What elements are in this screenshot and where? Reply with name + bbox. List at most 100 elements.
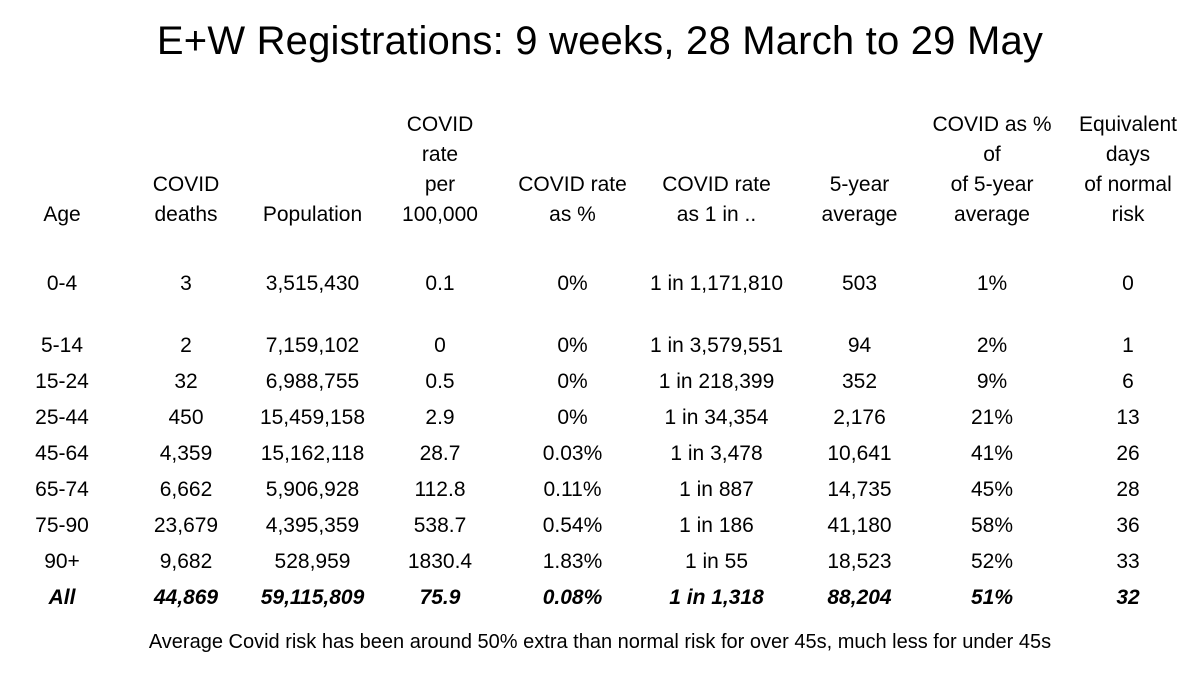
table-cell: 25-44 [35,406,89,429]
table-cell: 58% [970,514,1014,537]
table-cell: 28 [1116,478,1140,501]
table-cell: 88,204 [827,586,892,609]
table-cell: 0.11% [543,478,602,501]
table-cell: 538.7 [413,514,467,537]
table-cell: 6,662 [159,478,213,501]
table-cell: 1 in 1,318 [669,586,764,609]
table-cell: 9,682 [159,550,213,573]
table-cell: 45% [970,478,1014,501]
table-cell: 9% [976,370,1008,393]
table-cell: 1830.4 [407,550,473,573]
table-cell: 65-74 [35,478,89,501]
table-row: 90+ 9,682 528,959 1830.4 1.83% 1 in 55 18,523 5… [0,544,1200,580]
table-cell: 1 in 3,579,551 [649,334,784,357]
table-cell: 7,159,102 [265,334,360,357]
table-cell: 0.08% [542,586,603,609]
table-row: 25-44 450 15,459,158 2.9 0% 1 in 34,354 2,176 2… [0,400,1200,436]
table-cell: 0.1 [425,272,455,295]
table-cell: 0% [557,272,588,295]
table-cell: 0 [434,334,446,357]
spacer-row [0,302,1200,328]
table-row: 0-4 3 3,515,430 0.1 0% 1 in 1,171,810 503 1% 0 [0,266,1200,302]
table-cell: 1 in 34,354 [664,406,769,429]
table-cell: 5-14 [40,334,84,357]
table-cell: 15,162,118 [260,442,365,465]
table-cell: 41,180 [827,514,892,537]
column-header: COVID rate as 1 in .. [662,173,771,226]
table-cell: 52% [970,550,1014,573]
table-cell: 75.9 [419,586,461,609]
table-cell: 41% [970,442,1014,465]
table-cell: 15-24 [35,370,89,393]
table-cell: 1% [976,272,1008,295]
page-title: E+W Registrations: 9 weeks, 28 March to … [156,19,1044,63]
table-row: 15-24 32 6,988,755 0.5 0% 1 in 218,399 352 9% 6 [0,364,1200,400]
table-cell: 503 [841,272,878,295]
column-header: Population [262,203,363,226]
table-row: 45-64 4,359 15,162,118 28.7 0.03% 1 in 3,478 1… [0,436,1200,472]
table-cell: 0% [557,406,588,429]
table-cell: 32 [1116,586,1140,609]
column-header: 5-year average [821,173,898,226]
table-cell: 352 [841,370,878,393]
table-row: 65-74 6,662 5,906,928 112.8 0.11% 1 in 887 14,… [0,472,1200,508]
table-cell: 5,906,928 [265,478,360,501]
table-cell: 75-90 [35,514,89,537]
totals-row: All 44,869 59,115,809 75.9 0.08% 1 in 1,318 88… [0,580,1200,616]
table-cell: 1 in 887 [679,478,754,501]
table-cell: 15,459,158 [259,406,366,429]
column-header: COVID as % of of 5-year average [932,113,1052,226]
data-table: Age COVID deaths Population COVID rate per … [0,110,1200,616]
table-cell: All [48,586,76,609]
table-cell: 23,679 [153,514,219,537]
table-cell: 2,176 [833,406,886,429]
table-cell: 2% [976,334,1008,357]
table-cell: 1 in 55 [684,550,749,573]
table-cell: 45-64 [35,442,89,465]
table-cell: 0 [1122,272,1134,295]
table-cell: 1 in 218,399 [658,370,775,393]
column-header: COVID rate per 100,000 [402,113,478,226]
table-cell: 33 [1116,550,1140,573]
table-cell: 4,359 [159,442,213,465]
table-cell: 13 [1116,406,1140,429]
table-cell: 51% [970,586,1014,609]
table-cell: 10,641 [827,442,892,465]
table-cell: 26 [1116,442,1140,465]
column-header: COVID rate as % [518,173,627,226]
table-cell: 6,988,755 [265,370,360,393]
table-cell: 18,523 [827,550,892,573]
table-cell: 0.54% [542,514,603,537]
table-cell: 59,115,809 [260,586,365,609]
table-cell: 4,395,359 [265,514,360,537]
table-cell: 2.9 [425,406,455,429]
column-header: Equivalent days of normal risk [1078,113,1178,226]
table-body: 0-4 3 3,515,430 0.1 0% 1 in 1,171,810 503 1% 0 5-… [0,266,1200,616]
table-cell: 112.8 [414,478,466,501]
table-cell: 1 in 1,171,810 [649,272,784,295]
table-header: Age COVID deaths Population COVID rate per … [0,110,1200,266]
table-cell: 6 [1122,370,1134,393]
table-cell: 2 [180,334,192,357]
table-cell: 0.03% [542,442,603,465]
table-cell: 14,735 [827,478,892,501]
table-cell: 1 in 3,478 [670,442,763,465]
footer-note: Average Covid risk has been around 50% e… [148,631,1052,653]
table-cell: 0-4 [46,272,78,295]
table-cell: 1 in 186 [679,514,754,537]
column-header: COVID deaths [152,173,220,226]
table-cell: 3 [180,272,192,295]
table-row: 5-14 2 7,159,102 0 0% 1 in 3,579,551 94 2% 1 [0,328,1200,364]
column-header: Age [43,203,81,226]
table-cell: 94 [847,334,872,357]
table-cell: 3,515,430 [265,272,360,295]
table-cell: 0% [557,370,588,393]
table-row: 75-90 23,679 4,395,359 538.7 0.54% 1 in 186 41… [0,508,1200,544]
table-cell: 450 [168,406,204,429]
header-row: Age COVID deaths Population COVID rate per … [0,110,1200,266]
table-cell: 1 [1122,334,1134,357]
table-cell: 32 [174,370,198,393]
table-cell: 44,869 [153,586,219,609]
table-cell: 0.5 [425,370,455,393]
